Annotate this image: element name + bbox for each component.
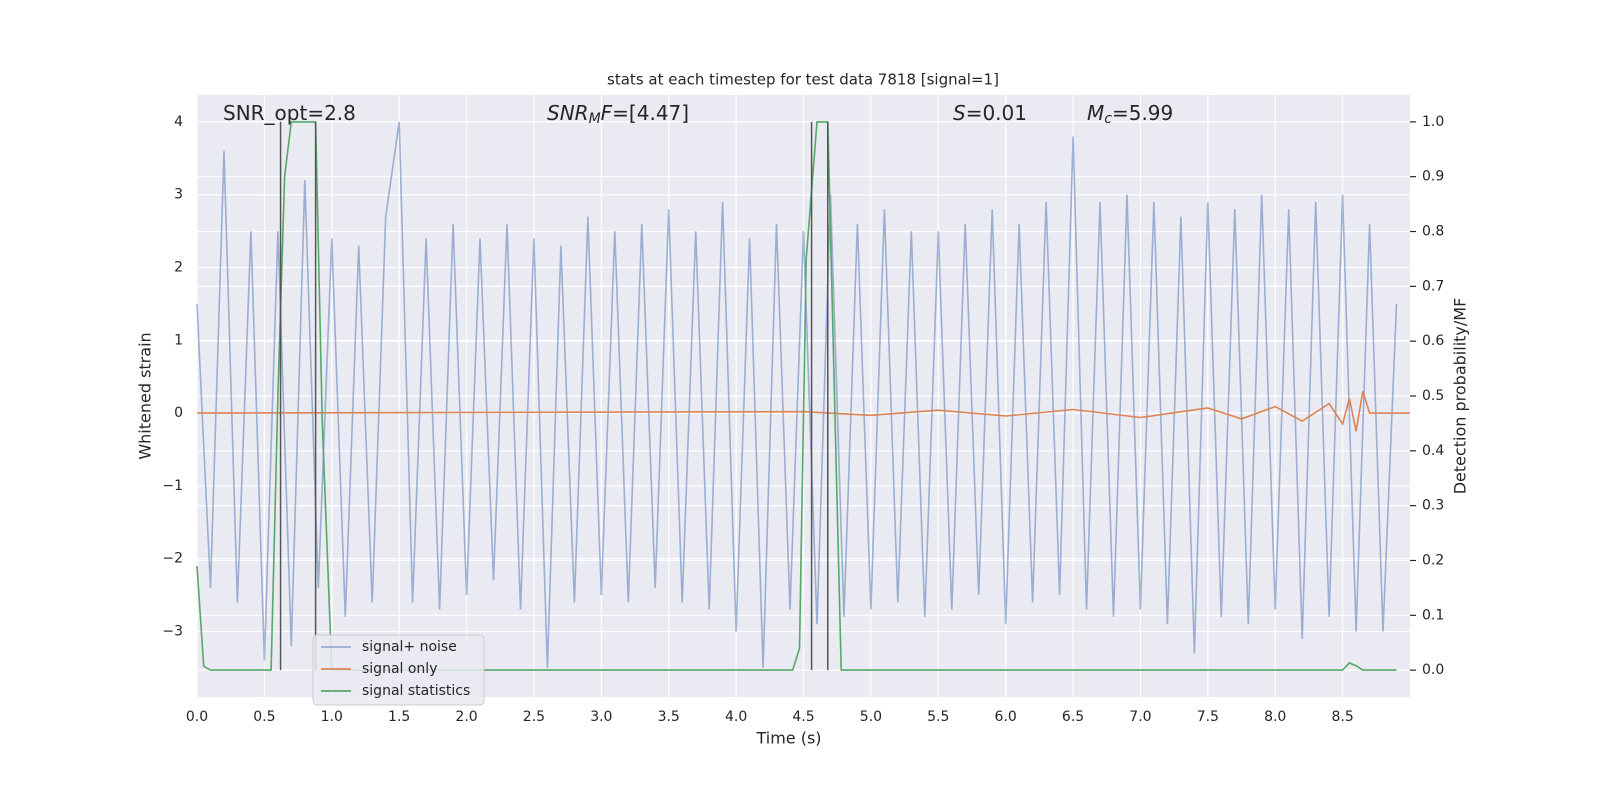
x-tick-label: 8.0 [1264, 709, 1286, 725]
y2-tick-label: 0.8 [1422, 224, 1444, 240]
y2-tick-label: 0.5 [1422, 388, 1444, 404]
legend-label: signal+ noise [362, 639, 457, 655]
y-tick-label: 3 [174, 187, 183, 203]
x-tick-label: 0.0 [186, 709, 208, 725]
y-tick-label: −2 [162, 551, 183, 567]
annotation-part: c [1104, 111, 1112, 127]
y2-tick-label: 0.6 [1422, 333, 1444, 349]
annotation-part: =5.99 [1112, 101, 1173, 125]
x-tick-label: 4.5 [792, 709, 814, 725]
x-axis-label: Time (s) [755, 729, 821, 748]
x-tick-label: 1.5 [388, 709, 410, 725]
series-line [196, 121, 1398, 668]
x-tick-label: 1.0 [321, 709, 343, 725]
y-tick-label: 4 [174, 114, 183, 130]
annotation: S=0.01 [953, 101, 1027, 125]
legend-label: signal only [362, 661, 437, 677]
annotation-part: =[4.47] [612, 101, 689, 125]
x-tick-label: 2.0 [455, 709, 477, 725]
chart-title: stats at each timestep for test data 781… [607, 71, 999, 89]
x-tick-label: 3.0 [590, 709, 612, 725]
series-line [196, 391, 1410, 432]
x-tick-label: 7.0 [1129, 709, 1151, 725]
legend-label: signal statistics [362, 683, 470, 699]
x-tick-label: 8.5 [1331, 709, 1353, 725]
annotation-part: M [589, 111, 601, 127]
annotation: Mc=5.99 [1087, 101, 1173, 128]
y2-tick-label: 0.4 [1422, 443, 1444, 459]
x-tick-label: 4.0 [725, 709, 747, 725]
y-tick-label: −1 [162, 478, 183, 494]
y2-tick-label: 1.0 [1422, 114, 1444, 130]
annotation: SNR_opt=2.8 [223, 101, 356, 125]
x-tick-label: 2.5 [523, 709, 545, 725]
y-tick-label: 2 [174, 260, 183, 276]
y2-tick-label: 0.0 [1422, 662, 1444, 678]
annotation-part: SNR [547, 101, 589, 125]
annotation-part: =0.01 [966, 101, 1027, 125]
y2-tick-label: 0.2 [1422, 552, 1444, 568]
x-tick-label: 7.5 [1197, 709, 1219, 725]
y2-tick-label: 0.7 [1422, 278, 1444, 294]
y-axis-label: Whitened strain [136, 332, 155, 459]
y-tick-label: 1 [174, 332, 183, 348]
y-tick-label: 0 [174, 405, 183, 421]
y-tick-label: −3 [162, 623, 183, 639]
y2-tick-label: 0.3 [1422, 498, 1444, 514]
annotation-part: SNR_opt=2.8 [223, 101, 356, 125]
y2-axis-label: Detection probability/MF [1451, 298, 1470, 495]
y2-tick-label: 0.9 [1422, 169, 1444, 185]
x-tick-label: 6.0 [995, 709, 1017, 725]
y2-tick-label: 0.1 [1422, 607, 1444, 623]
annotation-part: S [953, 101, 966, 125]
annotation-part: M [1087, 101, 1104, 125]
annotation: SNRMF=[4.47] [547, 101, 689, 128]
x-tick-label: 0.5 [253, 709, 275, 725]
legend-box [312, 634, 485, 706]
series-line [196, 121, 1397, 671]
x-tick-label: 6.5 [1062, 709, 1084, 725]
x-tick-label: 5.0 [860, 709, 882, 725]
x-tick-label: 5.5 [927, 709, 949, 725]
x-tick-label: 3.5 [658, 709, 680, 725]
annotation-part: F [601, 101, 613, 125]
